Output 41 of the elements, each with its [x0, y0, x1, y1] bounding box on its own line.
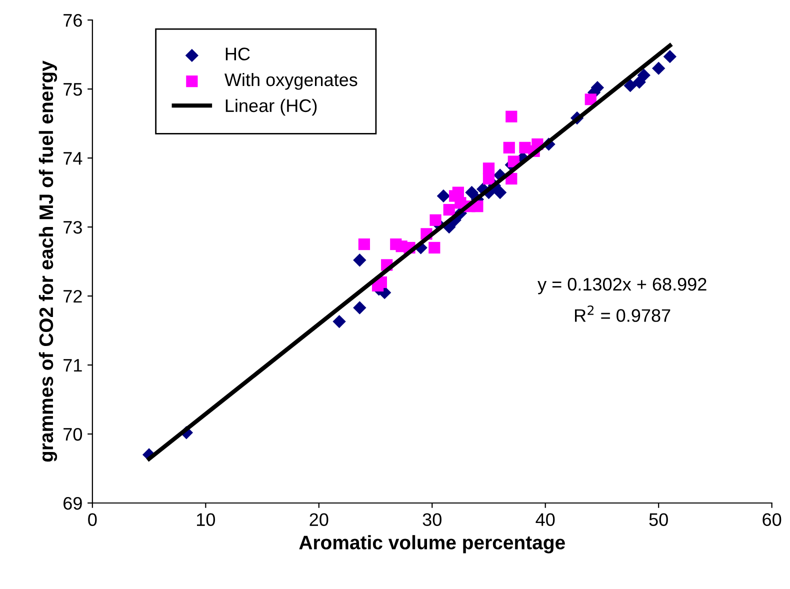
annotation: y = 0.1302x + 68.992	[538, 278, 706, 294]
x-tick-label: 50	[649, 513, 668, 526]
x-tick-label: 10	[197, 513, 215, 526]
point	[503, 142, 515, 154]
point	[493, 186, 507, 200]
point	[506, 110, 518, 122]
point	[353, 254, 366, 267]
point	[652, 62, 666, 75]
x-axis-title: Aromatic volume percentage	[299, 535, 565, 554]
x-tick-label: 40	[536, 513, 555, 526]
point	[624, 78, 637, 92]
point	[584, 94, 596, 106]
x-tick-label: 30	[422, 513, 442, 526]
y-tick-label: 71	[64, 359, 82, 372]
y-tick-label: 76	[64, 14, 82, 27]
point	[632, 76, 646, 89]
x-tick-label: 20	[310, 513, 328, 526]
point	[465, 186, 478, 200]
legend-label: Linear (HC)	[226, 98, 317, 116]
point	[482, 172, 495, 185]
y-tick-label: 72	[64, 290, 82, 303]
point	[443, 204, 455, 216]
point	[436, 189, 450, 203]
point	[637, 68, 650, 82]
y-tick-label: 69	[64, 496, 82, 510]
y-tick-label: 75	[64, 83, 82, 96]
y-tick-label: 74	[64, 152, 82, 165]
point	[332, 314, 346, 328]
point	[353, 301, 366, 314]
point	[430, 214, 442, 226]
annotation: R$^{2}$ = 0.9787	[575, 305, 670, 322]
x-tick-label: 0	[88, 513, 97, 526]
y-tick-label: 73	[64, 220, 82, 234]
legend-label: HC	[226, 48, 250, 60]
point	[358, 238, 370, 250]
y-axis-title: grammes of CO2 for each MJ of fuel energy	[38, 60, 58, 462]
y-tick-label: 70	[64, 428, 82, 441]
legend-label: With oxygenates	[224, 72, 358, 90]
point	[663, 50, 677, 64]
x-tick-label: 60	[762, 513, 782, 526]
point	[428, 242, 440, 254]
